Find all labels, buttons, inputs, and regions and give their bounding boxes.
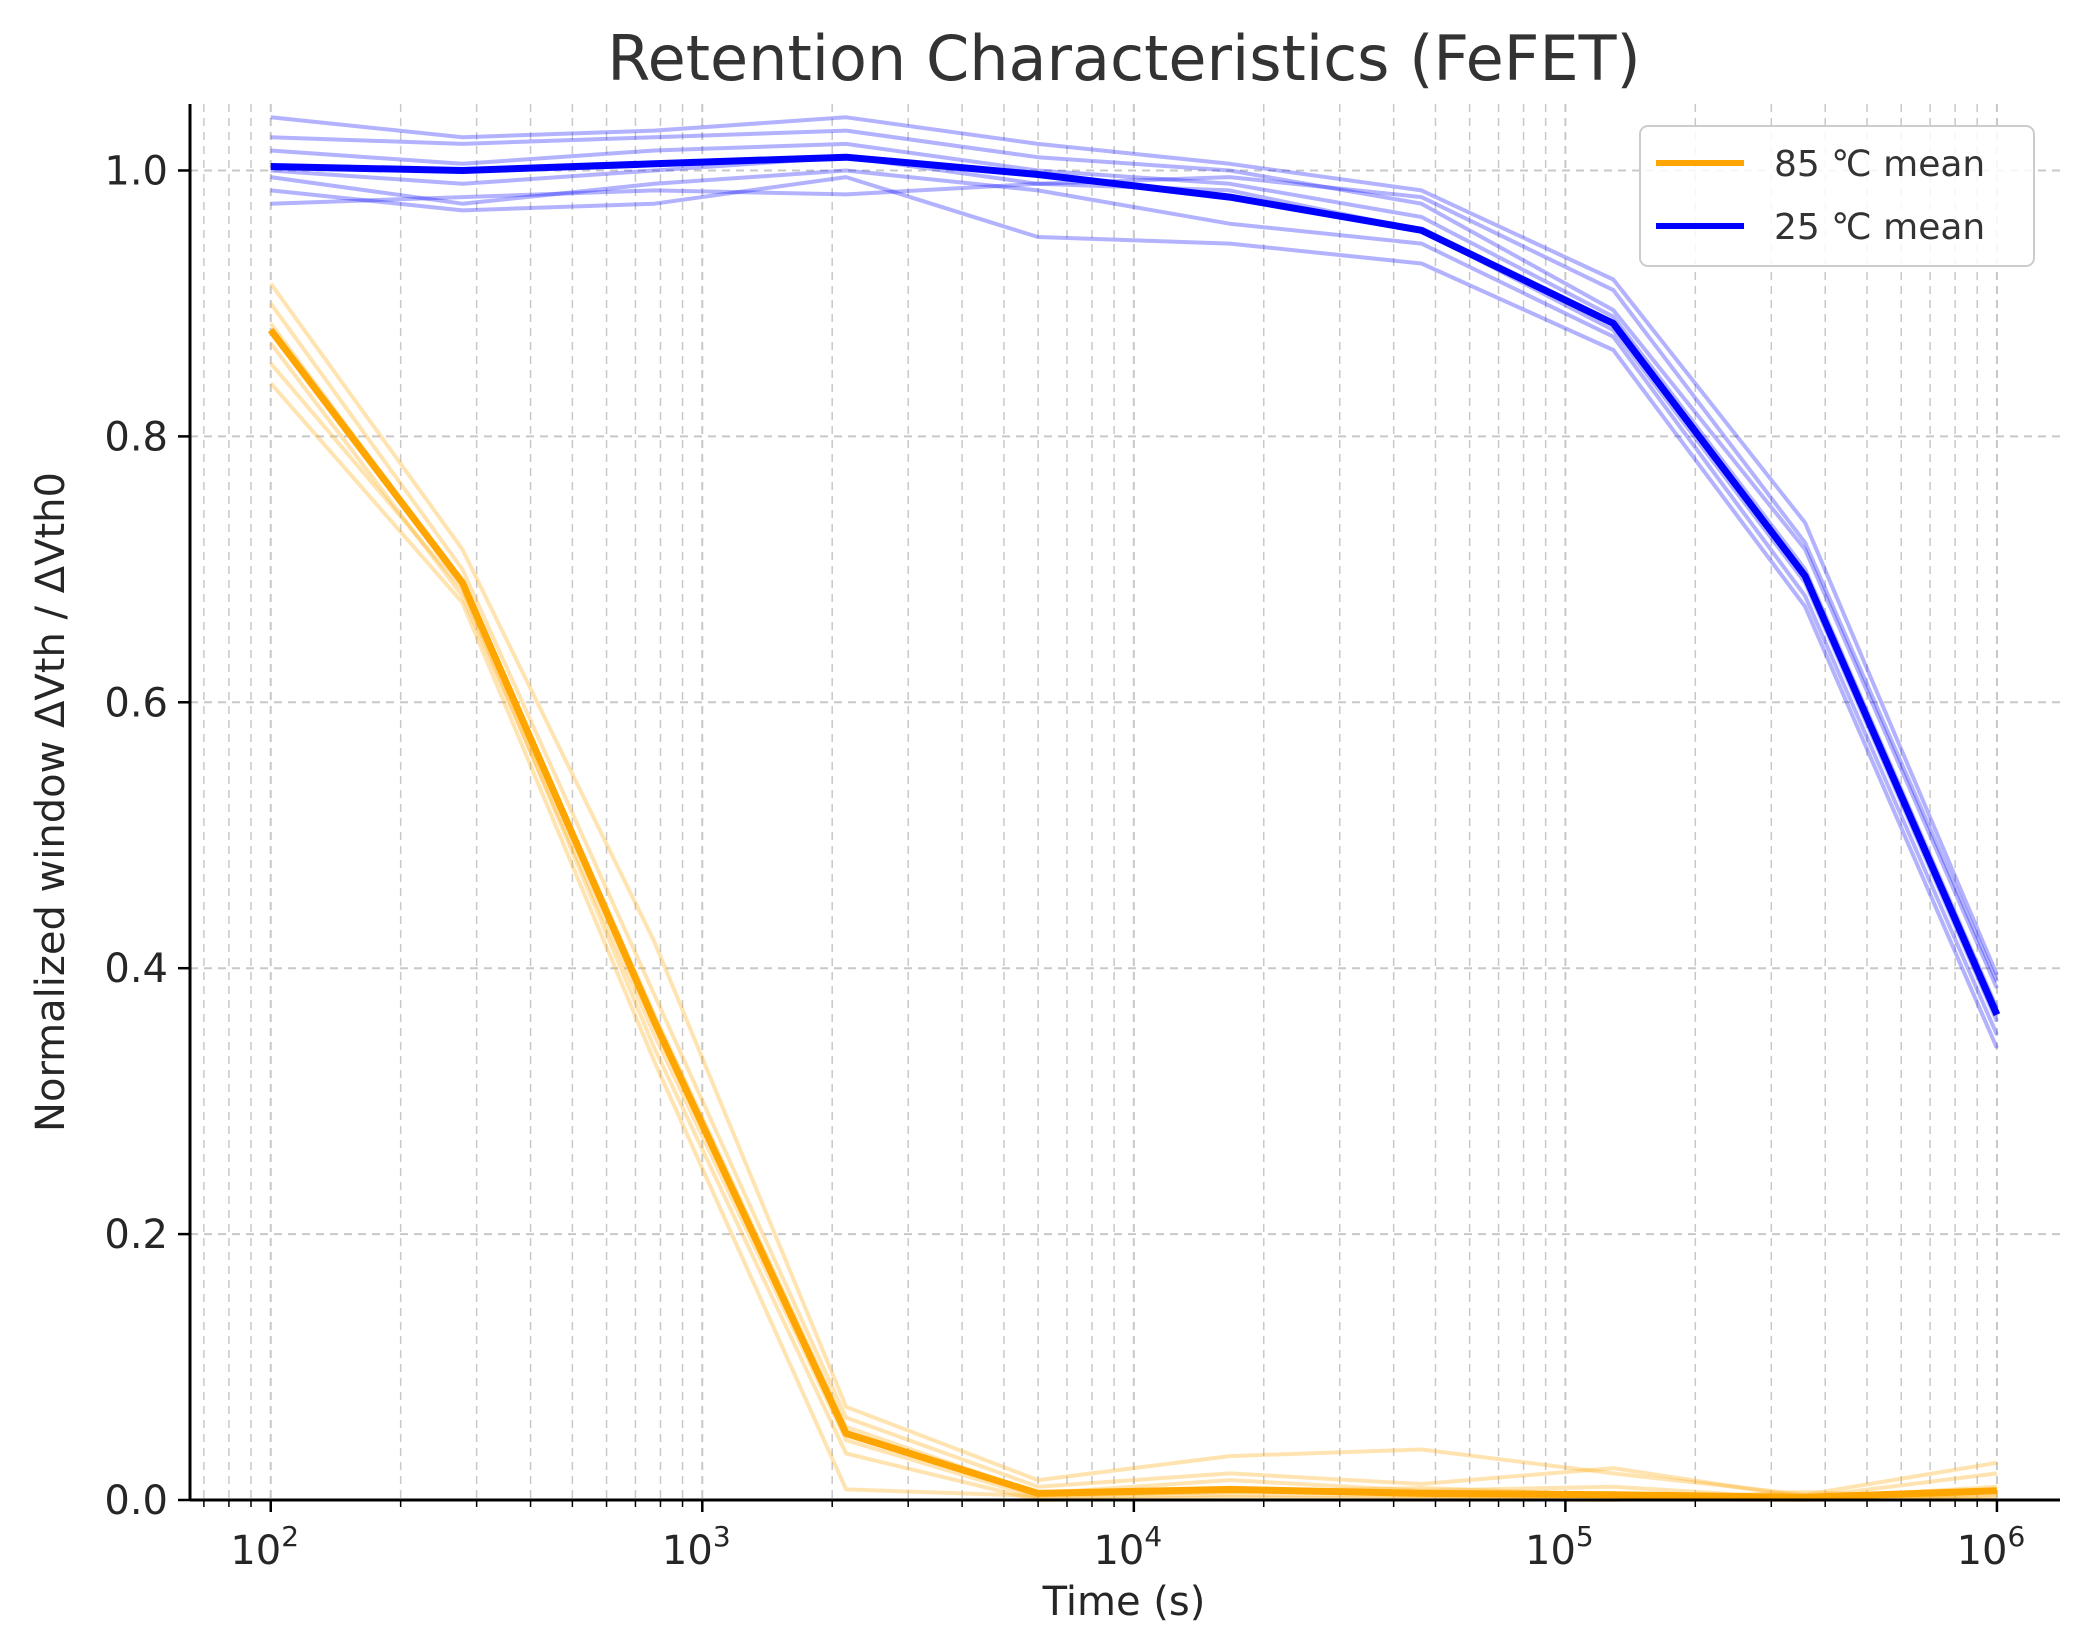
run-line bbox=[270, 168, 1999, 1036]
y-tick-label: 0.8 bbox=[104, 414, 168, 460]
y-axis-label: Normalized window ΔVth / ΔVth0 bbox=[28, 472, 74, 1132]
run-line bbox=[270, 175, 1999, 983]
run-line bbox=[269, 381, 1997, 1500]
mean-line-series-1 bbox=[270, 153, 2001, 1017]
y-tick-label: 0.0 bbox=[104, 1478, 168, 1524]
run-line bbox=[270, 128, 1999, 989]
x-tick-exponent: 2 bbox=[281, 1520, 299, 1553]
x-ticks: 102 103 104 105 106 bbox=[203, 1500, 2026, 1574]
x-tick-exponent: 5 bbox=[1576, 1520, 1594, 1553]
x-tick-label: 102 bbox=[230, 1520, 299, 1574]
y-tick-label: 0.6 bbox=[104, 680, 168, 726]
x-tick-label: 105 bbox=[1525, 1520, 1594, 1574]
run-line bbox=[269, 282, 1998, 1497]
mean-lines bbox=[267, 153, 2001, 1501]
legend: 85 ℃ mean 25 ℃ mean bbox=[1639, 125, 2035, 267]
x-tick-label: 103 bbox=[662, 1520, 731, 1574]
axes bbox=[188, 104, 2060, 1502]
y-tick-label: 1.0 bbox=[104, 148, 168, 194]
x-tick-exponent: 3 bbox=[713, 1520, 731, 1553]
x-tick-exponent: 6 bbox=[2007, 1520, 2025, 1553]
run-line bbox=[269, 302, 1998, 1500]
x-tick-exponent: 4 bbox=[1144, 1520, 1162, 1553]
run-line bbox=[270, 141, 1999, 1009]
y-tick-label: 0.4 bbox=[104, 946, 168, 992]
run-line bbox=[270, 115, 1999, 976]
chart-title: Retention Characteristics (FeFET) bbox=[607, 22, 1640, 95]
y-ticks: 0.0 0.2 0.4 0.6 0.8 1.0 bbox=[104, 148, 190, 1524]
run-line bbox=[270, 175, 1999, 1049]
y-tick-label: 0.2 bbox=[104, 1212, 168, 1258]
x-tick-label: 104 bbox=[1093, 1520, 1162, 1574]
legend-label-85c: 85 ℃ mean bbox=[1774, 144, 1985, 185]
x-tick-label: 106 bbox=[1957, 1520, 2026, 1574]
x-axis-label: Time (s) bbox=[1042, 1579, 1206, 1625]
grid bbox=[190, 104, 2060, 1501]
legend-label-25c: 25 ℃ mean bbox=[1774, 207, 1985, 248]
mean-line-series-0 bbox=[267, 327, 1998, 1501]
